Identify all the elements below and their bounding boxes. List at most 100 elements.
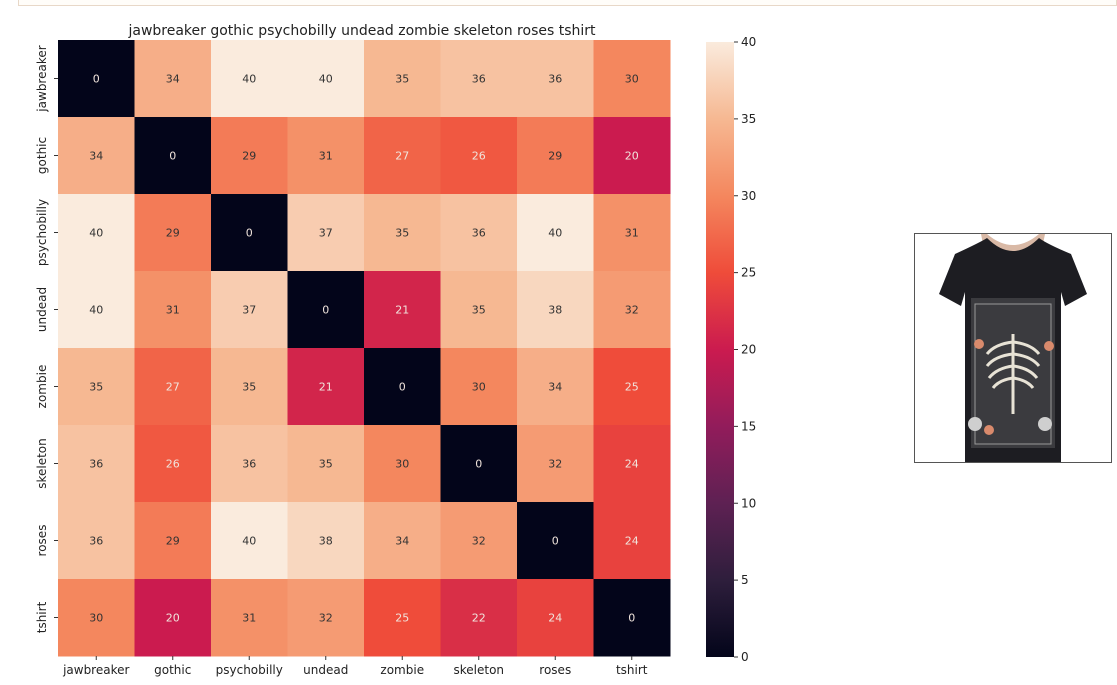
tshirt-photo-icon: [914, 233, 1112, 463]
cell-value-label: 35: [395, 73, 409, 86]
cell-value-label: 32: [625, 304, 639, 317]
cell-value-label: 36: [242, 458, 256, 471]
colorbar-tick-label: 10: [741, 496, 756, 510]
cell-value-label: 37: [242, 304, 256, 317]
cell-value-label: 36: [472, 227, 486, 240]
y-axis-labels: jawbreaker gothic psychobilly undead zombie s…: [35, 45, 58, 633]
heatmap-cell: [364, 348, 441, 426]
heatmap-cell: [287, 579, 365, 657]
heatmap-cell: [134, 348, 212, 426]
cell-value-label: 36: [89, 535, 103, 548]
heatmap-cell: [287, 117, 365, 195]
heatmap-cell: [440, 40, 518, 118]
cell-value-label: 31: [166, 304, 180, 317]
heatmap-cell: [440, 117, 518, 195]
cell-value-label: 0: [93, 73, 100, 86]
cell-value-label: 36: [89, 458, 103, 471]
heatmap-cell: [593, 348, 671, 426]
heatmap-cell: [440, 579, 518, 657]
heatmap-cell: [287, 502, 365, 580]
cell-value-label: 35: [89, 381, 103, 394]
cell-value-label: 0: [322, 304, 329, 317]
cell-value-label: 0: [246, 227, 253, 240]
y-tick-label: roses: [35, 525, 49, 557]
cell-value-label: 27: [395, 150, 409, 163]
colorbar-tick-label: 15: [741, 419, 756, 433]
colorbar-tick-label: 35: [741, 112, 756, 126]
heatmap-cell: [134, 579, 212, 657]
heatmap-cell: [517, 579, 594, 657]
cell-value-label: 32: [548, 458, 562, 471]
y-tick-label: gothic: [35, 137, 49, 174]
y-tick-label: skeleton: [35, 438, 49, 489]
colorbar-tick-label: 30: [741, 189, 756, 203]
heatmap-cell: [211, 425, 288, 503]
heatmap-cells: 0 34 40 40 35 36 36 30 34 0 29 31 27 26 29 20 40 29 0 37 35 3…: [58, 40, 671, 657]
colorbar-tick-label: 20: [741, 343, 756, 357]
cell-value-label: 26: [472, 150, 486, 163]
cell-value-label: 36: [548, 73, 562, 86]
heatmap-cell: [593, 579, 671, 657]
heatmap-cell: [364, 117, 441, 195]
heatmap-cell: [211, 117, 288, 195]
cell-value-label: 40: [548, 227, 562, 240]
cell-value-label: 26: [166, 458, 180, 471]
colorbar-tick-label: 25: [741, 266, 756, 280]
heatmap-cell: [58, 425, 135, 503]
heatmap-cell: [134, 194, 212, 272]
heatmap-cell: [593, 117, 671, 195]
cell-value-label: 30: [472, 381, 486, 394]
cell-value-label: 40: [89, 227, 103, 240]
cell-value-label: 0: [475, 458, 482, 471]
heatmap-cell: [211, 194, 288, 272]
cell-value-label: 20: [625, 150, 639, 163]
heatmap-cell: [364, 579, 441, 657]
y-tick-label: undead: [35, 287, 49, 332]
cell-value-label: 40: [89, 304, 103, 317]
y-tick-label: tshirt: [35, 601, 49, 633]
heatmap-cell: [134, 502, 212, 580]
heatmap-cell: [58, 348, 135, 426]
colorbar: [706, 42, 734, 657]
heatmap-cell: [287, 40, 365, 118]
heatmap-cell: [364, 502, 441, 580]
heatmap-cell: [287, 425, 365, 503]
heatmap-cell: [211, 271, 288, 349]
cell-value-label: 0: [169, 150, 176, 163]
heatmap-cell: [517, 194, 594, 272]
cell-value-label: 35: [395, 227, 409, 240]
heatmap-cell: [517, 117, 594, 195]
cell-value-label: 35: [242, 381, 256, 394]
cell-value-label: 29: [166, 535, 180, 548]
cell-value-label: 29: [242, 150, 256, 163]
heatmap-cell: [287, 348, 365, 426]
heatmap-cell: [58, 194, 135, 272]
y-tick-label: psychobilly: [35, 199, 49, 266]
chart-title: jawbreaker gothic psychobilly undead zom…: [127, 23, 596, 39]
cell-value-label: 31: [242, 612, 256, 625]
heatmap-cell: [517, 271, 594, 349]
cell-value-label: 0: [628, 612, 635, 625]
x-tick-label: gothic: [154, 663, 191, 677]
cell-value-label: 37: [319, 227, 333, 240]
cell-value-label: 25: [625, 381, 639, 394]
cell-value-label: 27: [166, 381, 180, 394]
heatmap-cell: [58, 502, 135, 580]
cell-value-label: 24: [625, 535, 639, 548]
heatmap-chart: jawbreaker gothic psychobilly undead zom…: [35, 23, 756, 677]
cell-value-label: 30: [625, 73, 639, 86]
cell-value-label: 30: [395, 458, 409, 471]
heatmap-cell: [58, 117, 135, 195]
heatmap-cell: [440, 271, 518, 349]
heatmap-cell: [58, 40, 135, 118]
heatmap-cell: [593, 271, 671, 349]
cell-value-label: 35: [472, 304, 486, 317]
heatmap-cell: [593, 502, 671, 580]
heatmap-cell: [364, 271, 441, 349]
heatmap-cell: [287, 271, 365, 349]
y-tick-label: jawbreaker: [35, 45, 49, 112]
heatmap-cell: [517, 425, 594, 503]
cell-value-label: 21: [319, 381, 333, 394]
heatmap-cell: [58, 271, 135, 349]
x-axis-labels: jawbreaker gothic psychobilly undead zombie s…: [62, 656, 648, 677]
